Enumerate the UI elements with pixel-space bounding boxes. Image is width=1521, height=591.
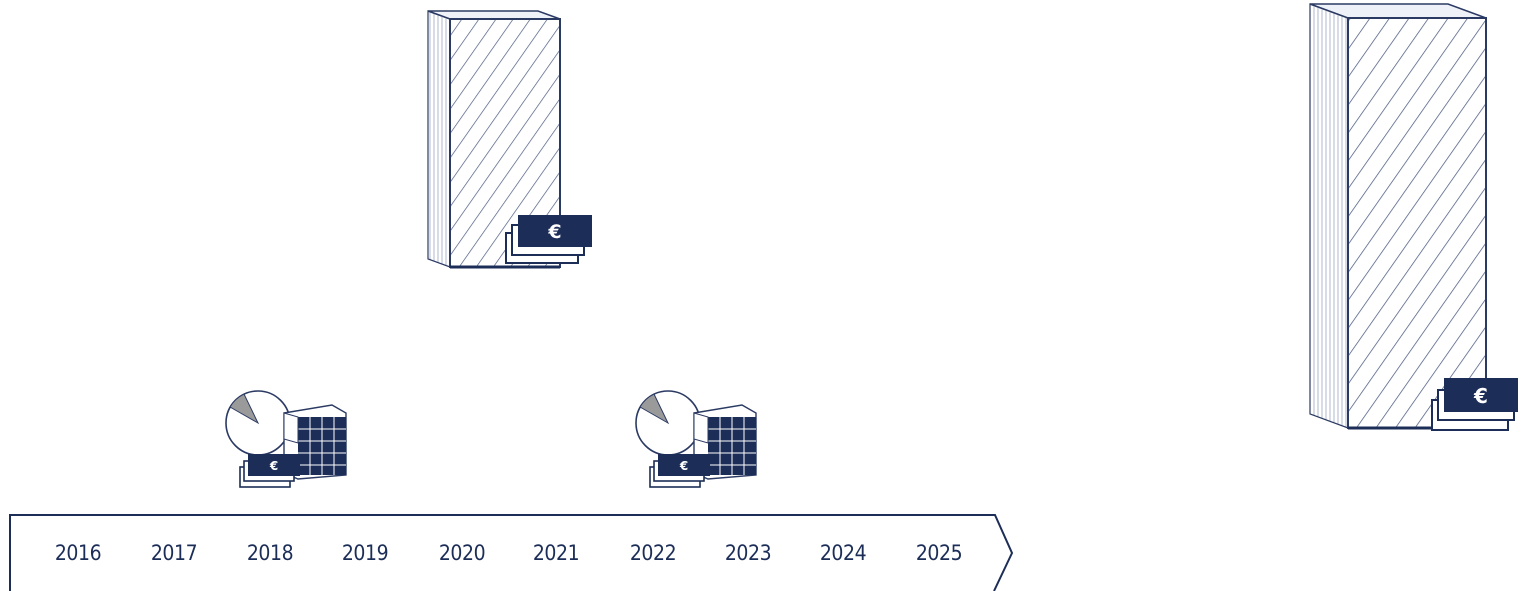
pie-chart-calendar-money-icon: € <box>225 390 347 488</box>
year-label-2022: 2022 <box>629 541 677 565</box>
milestone-icon-2022: € <box>630 383 765 491</box>
euro-badge-icon: € <box>505 215 592 264</box>
year-label-2023: 2023 <box>724 541 772 565</box>
timeline-arrow <box>0 505 1030 591</box>
hatched-block-2020: € <box>420 5 600 275</box>
euro-symbol: € <box>1473 384 1488 408</box>
year-label-2018: 2018 <box>246 541 294 565</box>
year-label-2024: 2024 <box>819 541 867 565</box>
hatched-building-block-icon: € <box>1309 3 1518 431</box>
year-label-2025: 2025 <box>915 541 963 565</box>
year-label-2016: 2016 <box>54 541 102 565</box>
year-label-2017: 2017 <box>150 541 198 565</box>
euro-symbol: € <box>679 459 688 473</box>
year-label-2020: 2020 <box>438 541 486 565</box>
year-label-2019: 2019 <box>341 541 389 565</box>
euro-badge-icon: € <box>1431 378 1518 431</box>
pie-chart-calendar-money-icon: € <box>635 390 757 488</box>
euro-symbol: € <box>269 459 278 473</box>
euro-symbol: € <box>547 221 561 243</box>
hatched-block-right: € <box>1304 0 1521 440</box>
milestone-icon-2018: € <box>220 383 355 491</box>
year-label-2021: 2021 <box>532 541 580 565</box>
timeline-arrow-shape <box>9 514 1014 591</box>
hatched-building-block-icon: € <box>427 10 592 269</box>
